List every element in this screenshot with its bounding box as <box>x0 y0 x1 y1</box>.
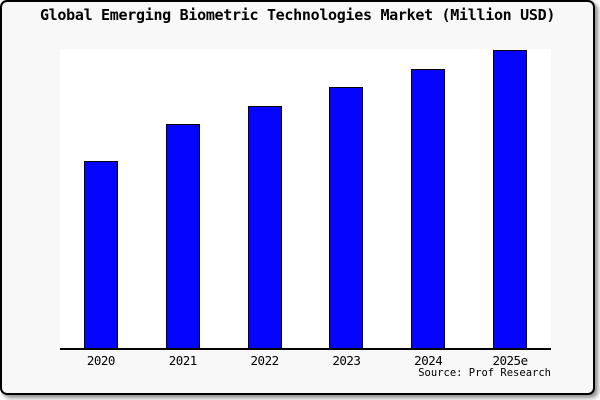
bar-2024 <box>411 69 446 348</box>
x-axis-labels: 2020 2021 2022 2023 2024 2025e <box>60 353 551 368</box>
bars-container <box>60 49 551 348</box>
bar-2023 <box>329 87 364 348</box>
source-note: Source: Prof Research <box>418 367 551 379</box>
bar-2021 <box>165 123 200 348</box>
x-tick-label-2021: 2021 <box>168 353 198 368</box>
x-tick-label-2022: 2022 <box>250 353 280 368</box>
x-tick-label-2025e: 2025e <box>492 353 528 368</box>
bar-2020 <box>83 161 118 348</box>
bar-2022 <box>247 105 282 348</box>
x-tick-label-2020: 2020 <box>86 353 116 368</box>
x-tick-label-2023: 2023 <box>332 353 361 368</box>
plot-area <box>60 49 551 350</box>
x-tick-label-2024: 2024 <box>414 353 443 368</box>
bar-2025e <box>493 49 528 348</box>
chart-title: Global Emerging Biometric Technologies M… <box>39 6 556 24</box>
